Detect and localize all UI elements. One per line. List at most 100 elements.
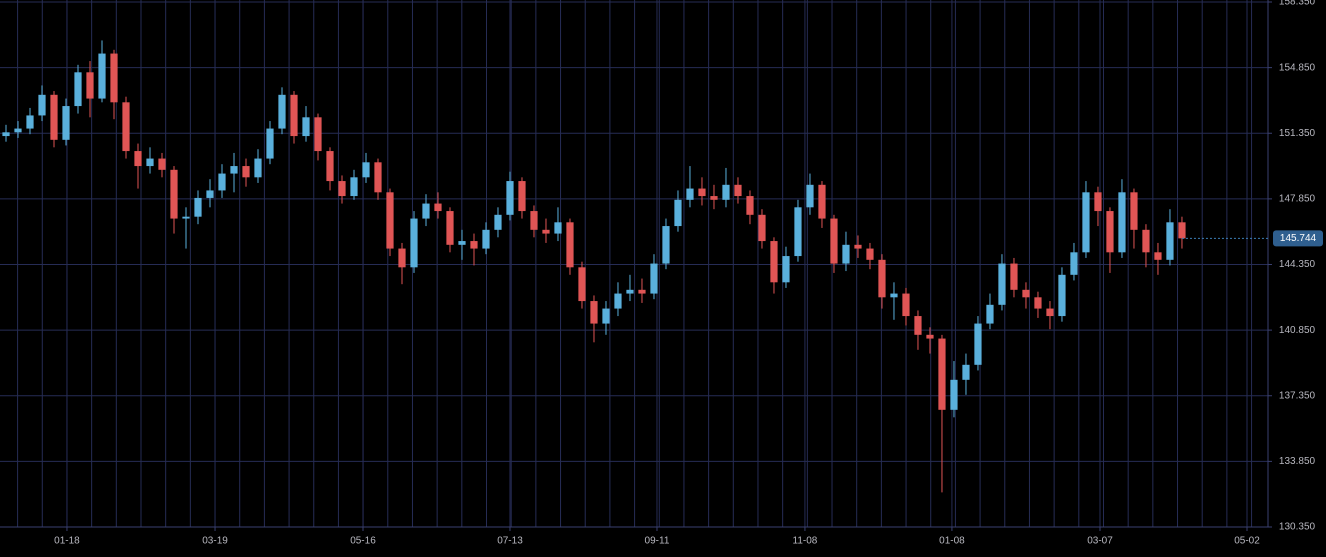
last-price-box	[1273, 230, 1323, 247]
candle-body	[818, 184, 826, 219]
candle-body	[866, 248, 874, 260]
x-tick-label: 05-16	[350, 536, 376, 547]
candle-body	[998, 263, 1006, 305]
candle-body	[374, 162, 382, 193]
candle-body	[446, 211, 454, 245]
candle-body	[2, 132, 10, 137]
candle-body	[326, 151, 334, 182]
candle-body	[794, 207, 802, 257]
candle-body	[350, 177, 358, 197]
candle-body	[938, 338, 946, 410]
candle-body	[974, 323, 982, 365]
candle-body	[362, 162, 370, 178]
y-tick-label: 130.350	[1279, 522, 1316, 533]
candle-body	[122, 102, 130, 152]
candle-body	[578, 267, 586, 302]
candle-body	[1034, 297, 1042, 309]
candle-body	[530, 211, 538, 230]
candle-body	[254, 158, 262, 178]
candle-body	[698, 188, 706, 197]
candle-body	[170, 169, 178, 219]
x-tick-label: 01-18	[54, 536, 80, 547]
candle-body	[770, 241, 778, 283]
candle-body	[602, 308, 610, 324]
candle-body	[1010, 263, 1018, 290]
candle-body	[1130, 192, 1138, 230]
candle-body	[14, 128, 22, 133]
candle-body	[782, 256, 790, 283]
y-tick-label: 151.350	[1279, 128, 1316, 139]
candle-body	[686, 188, 694, 200]
candle-body	[242, 166, 250, 178]
candle-body	[674, 199, 682, 227]
candle-body	[278, 94, 286, 129]
axes: 130.350 133.850 137.350 140.850 144.350 147.8…	[54, 0, 1323, 547]
candle-body	[302, 117, 310, 137]
candle-body	[50, 94, 58, 140]
candle-body	[638, 289, 646, 294]
candle-body	[386, 192, 394, 249]
candle-body	[1082, 192, 1090, 253]
y-tick-label: 158.350	[1279, 0, 1316, 8]
candle-body	[206, 190, 214, 198]
y-tick-label: 147.850	[1279, 194, 1316, 205]
candle-body	[614, 293, 622, 309]
candle-body	[38, 94, 46, 116]
x-tick-label: 07-13	[497, 536, 523, 547]
candle-body	[746, 196, 754, 215]
candle-body	[218, 173, 226, 191]
candle-body	[410, 218, 418, 268]
x-tick-label: 09-11	[645, 536, 670, 547]
candle-body	[854, 244, 862, 249]
y-tick-label: 137.350	[1279, 390, 1316, 401]
candle-body	[494, 214, 502, 230]
candle-body	[398, 248, 406, 268]
candle-body	[338, 181, 346, 197]
x-tick-label: 03-19	[202, 536, 228, 547]
candle-body	[182, 216, 190, 219]
candle-body	[518, 181, 526, 212]
candle-body	[1094, 192, 1102, 212]
candle-body	[902, 293, 910, 317]
candle-body	[542, 229, 550, 234]
candle-body	[458, 241, 466, 245]
candle-body	[842, 244, 850, 264]
candle-body	[482, 229, 490, 249]
candle-body	[590, 301, 598, 324]
candle-body	[890, 293, 898, 298]
candle-body	[926, 334, 934, 339]
candle-body	[434, 203, 442, 212]
x-tick-label: 03-07	[1087, 536, 1113, 547]
candle-body	[806, 184, 814, 208]
y-tick-label: 140.850	[1279, 325, 1316, 336]
candle-body	[1046, 308, 1054, 317]
candle-body	[1166, 222, 1174, 260]
candle-body	[26, 115, 34, 129]
candle-body	[830, 218, 838, 264]
candle-body	[506, 181, 514, 215]
candle-body	[1070, 252, 1078, 275]
candle-body	[290, 94, 298, 137]
candle-body	[230, 166, 238, 174]
candle-body	[710, 196, 718, 200]
candle-body	[470, 241, 478, 249]
candle-body	[722, 184, 730, 200]
candle-body	[1106, 211, 1114, 253]
candle-body	[914, 316, 922, 335]
candle-body	[566, 222, 574, 268]
y-tick-label: 154.850	[1279, 62, 1316, 73]
candle-body	[422, 203, 430, 219]
candle-body	[314, 117, 322, 152]
candle-body	[1058, 274, 1066, 317]
last-price-label: 145.744	[1280, 233, 1317, 244]
grid	[0, 0, 1268, 528]
candle-body	[62, 106, 70, 140]
x-tick-label: 01-08	[939, 536, 965, 547]
candle-body	[878, 259, 886, 298]
x-tick-label: 05-02	[1234, 536, 1260, 547]
candle-body	[1142, 229, 1150, 253]
candle-body	[986, 304, 994, 324]
candle-body	[662, 226, 670, 264]
